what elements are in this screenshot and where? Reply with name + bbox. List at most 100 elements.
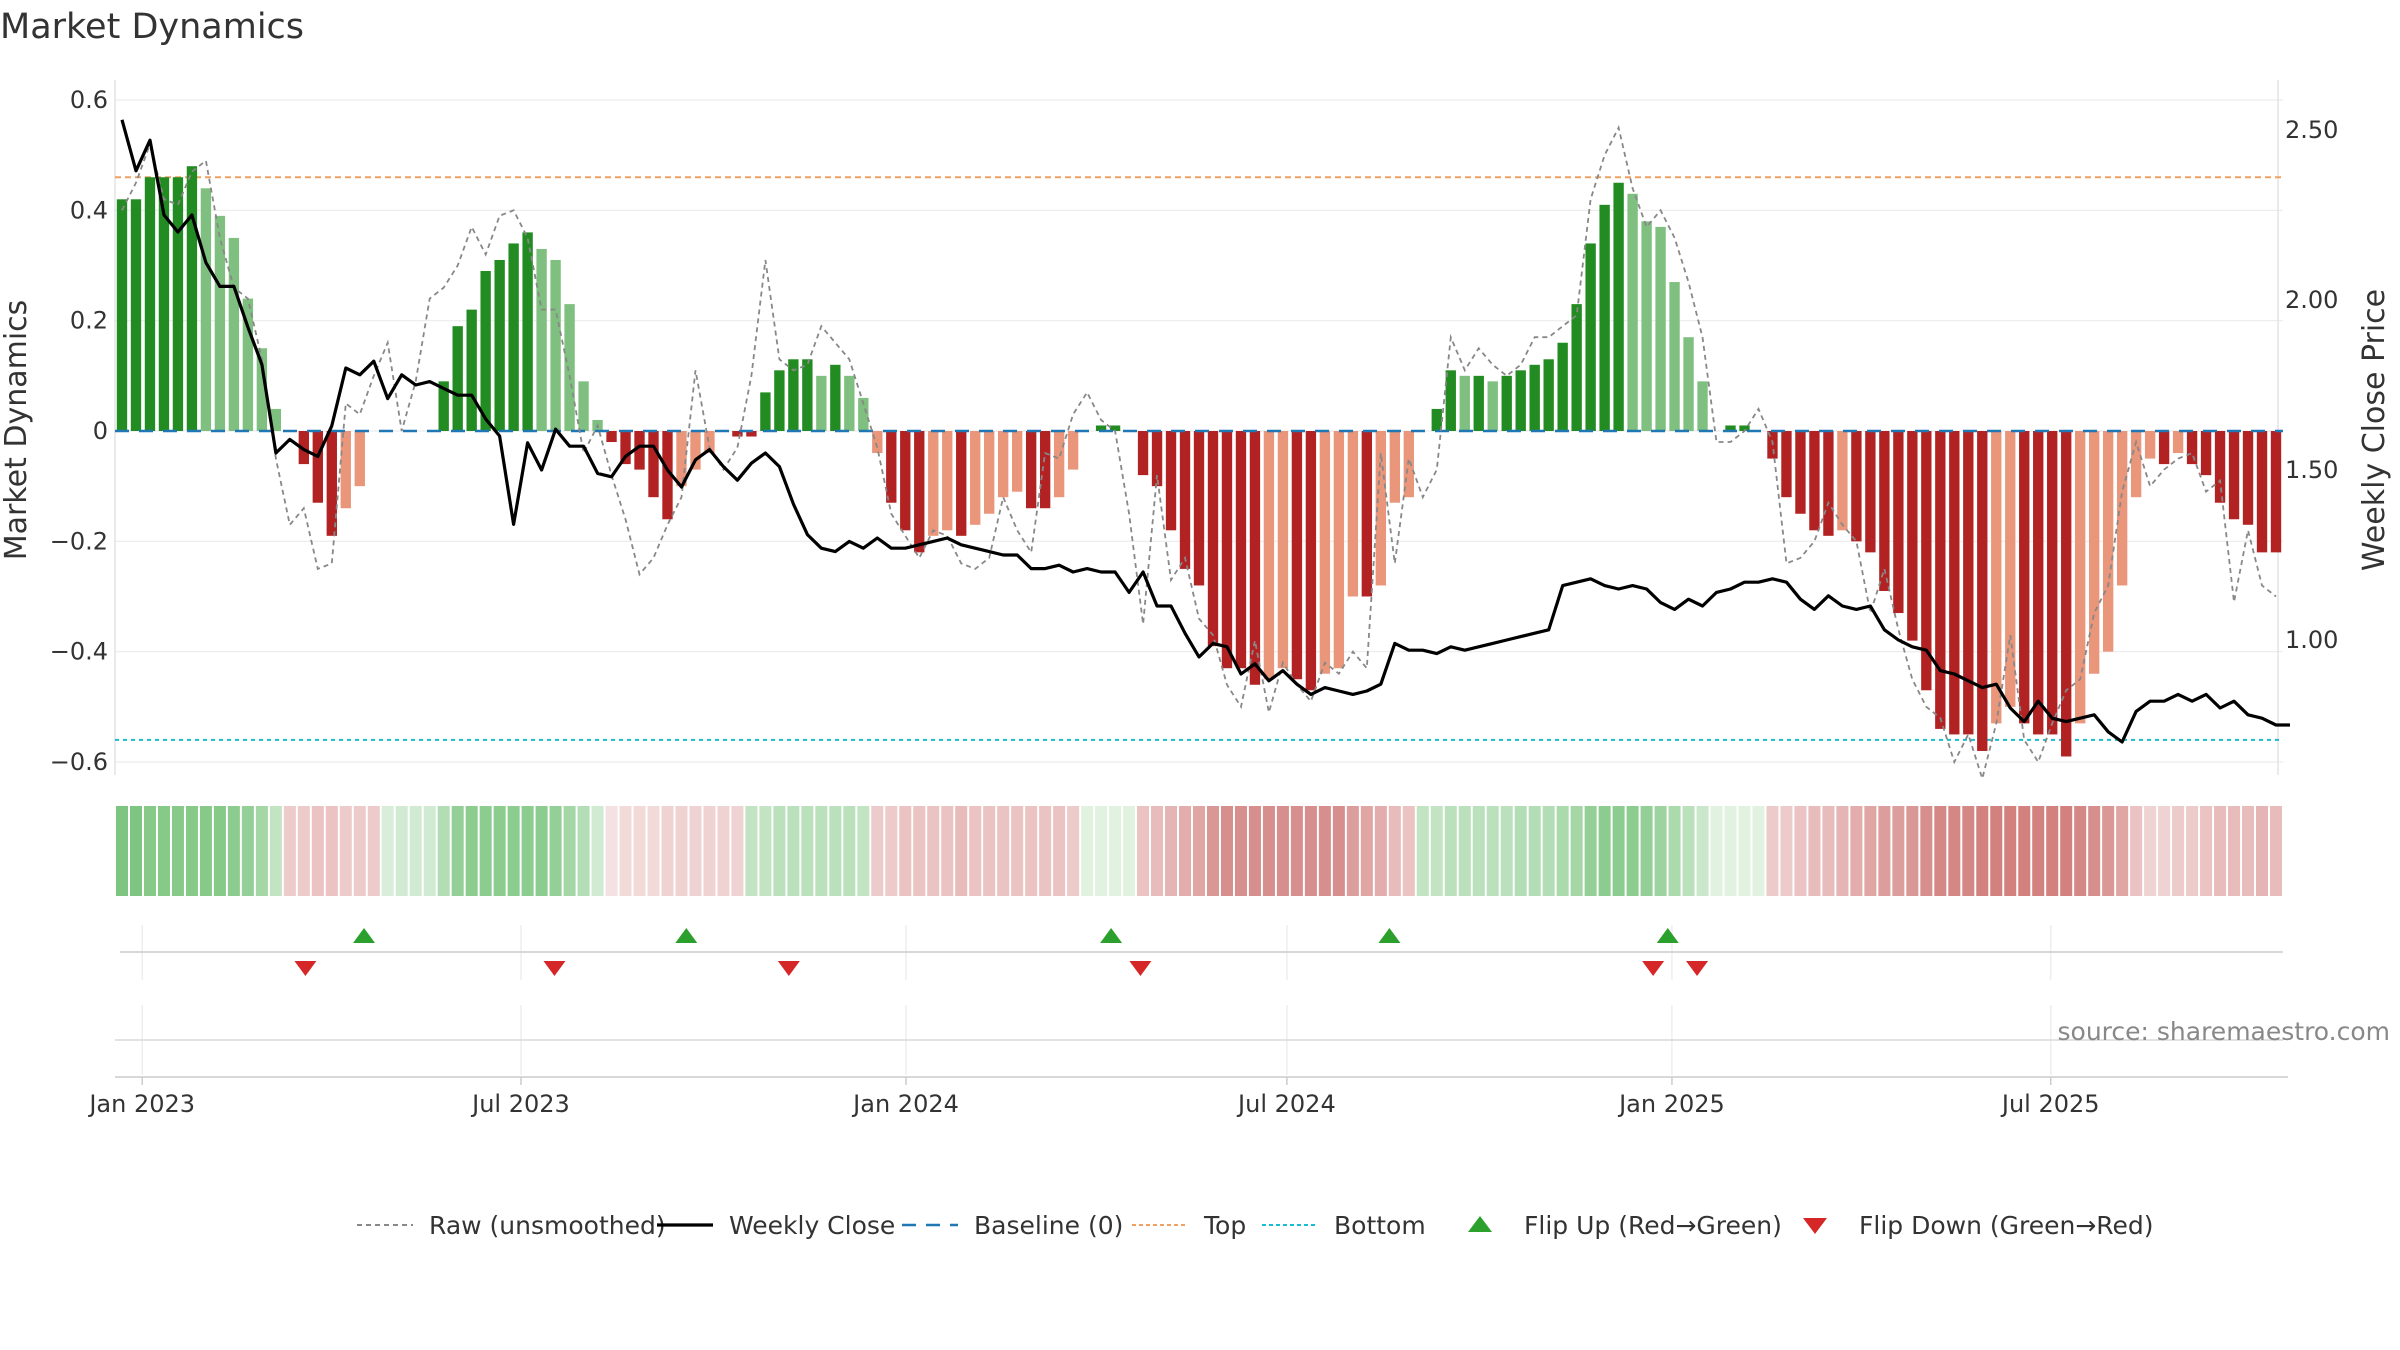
- dynamics-bar: [1921, 431, 1932, 691]
- strip-cell: [381, 806, 394, 896]
- dynamics-bar: [1263, 431, 1275, 680]
- strip-cell: [1584, 806, 1597, 896]
- dynamics-bar: [676, 431, 687, 487]
- left-tick-label: 0.6: [70, 86, 108, 114]
- regime-strip: [115, 806, 2283, 896]
- dynamics-bar: [606, 431, 617, 443]
- strip-cell: [1934, 806, 1947, 896]
- strip-cell: [1668, 806, 1681, 896]
- legend-label: Flip Up (Red→Green): [1524, 1211, 1782, 1240]
- dynamics-bar: [270, 408, 282, 431]
- dynamics-bar: [1725, 425, 1736, 431]
- dynamics-bar: [1025, 431, 1037, 509]
- strip-cell: [1123, 806, 1136, 896]
- dynamics-bar: [1683, 337, 1694, 431]
- dynamics-bar: [788, 359, 799, 431]
- strip-cell: [1332, 806, 1345, 896]
- strip-cell: [801, 806, 814, 896]
- dynamics-bar: [172, 177, 184, 431]
- dynamics-bar: [1249, 431, 1261, 685]
- strip-cell: [647, 806, 660, 896]
- strip-cell: [1654, 806, 1667, 896]
- strip-cell: [395, 806, 408, 896]
- strip-cell: [1053, 806, 1066, 896]
- strip-cell: [2158, 806, 2171, 896]
- strip-cell: [1011, 806, 1024, 896]
- strip-cell: [605, 806, 618, 896]
- strip-cell: [2102, 806, 2115, 896]
- dynamics-bar: [1375, 431, 1387, 586]
- dynamics-bar: [452, 326, 463, 431]
- strip-cell: [1095, 806, 1108, 896]
- strip-cell: [1710, 806, 1723, 896]
- dynamics-bar: [1039, 431, 1051, 509]
- legend-label: Flip Down (Green→Red): [1859, 1211, 2154, 1240]
- dynamics-bar: [1109, 425, 1121, 431]
- strip-cell: [1682, 806, 1695, 896]
- dynamics-bar: [1697, 381, 1708, 431]
- strip-cell: [1304, 806, 1317, 896]
- flip-up-marker: [1378, 928, 1401, 943]
- strip-cell: [2046, 806, 2059, 896]
- dynamics-bar: [2200, 431, 2212, 476]
- strip-cell: [1178, 806, 1192, 896]
- flip-up-marker: [1100, 928, 1123, 943]
- strip-cell: [255, 806, 268, 896]
- strip-cell: [1598, 806, 1611, 896]
- dynamics-bar: [746, 431, 757, 437]
- strip-cell: [927, 806, 940, 896]
- flip-down-marker: [294, 961, 317, 976]
- dynamics-bar: [1795, 431, 1806, 514]
- strip-cell: [1962, 806, 1975, 896]
- dynamics-bar: [1977, 431, 1988, 751]
- dynamics-bar: [536, 248, 547, 431]
- dynamics-bar: [634, 431, 645, 470]
- strip-cell: [1724, 806, 1737, 896]
- x-tick-label: Jul 2024: [1236, 1090, 1336, 1118]
- dynamics-bar: [1515, 370, 1526, 431]
- dynamics-bar: [1319, 431, 1331, 674]
- strip-cell: [1836, 806, 1849, 896]
- strip-cell: [1948, 806, 1961, 896]
- strip-cell: [493, 806, 506, 896]
- strip-cell: [1137, 806, 1150, 896]
- legend-label: Baseline (0): [974, 1211, 1123, 1240]
- strip-cell: [1318, 806, 1331, 896]
- dynamics-bar: [2116, 431, 2128, 586]
- dynamics-bar: [970, 431, 981, 525]
- dynamics-bar: [956, 431, 967, 536]
- dynamics-bar: [1557, 342, 1568, 431]
- dynamics-bar: [620, 431, 631, 465]
- strip-cell: [1360, 806, 1373, 896]
- raw-series: [121, 124, 2277, 782]
- dynamics-bar: [1305, 431, 1317, 691]
- strip-cell: [829, 806, 842, 896]
- dynamics-bar: [2088, 431, 2100, 674]
- dynamics-bar: [242, 298, 254, 431]
- chart-title: Market Dynamics: [0, 7, 304, 47]
- strip-cell: [1850, 806, 1863, 896]
- dynamics-bar: [928, 431, 939, 536]
- left-tick-label: −0.4: [50, 638, 108, 666]
- strip-cell: [1500, 806, 1513, 896]
- strip-cell: [703, 806, 716, 896]
- dynamics-bar: [872, 431, 883, 454]
- dynamics-bar: [2102, 431, 2114, 652]
- strip-cell: [115, 806, 129, 896]
- dynamics-bar: [2047, 431, 2058, 735]
- right-tick-label: 2.50: [2285, 116, 2338, 144]
- strip-cell: [479, 806, 492, 896]
- strip-cell: [1528, 806, 1541, 896]
- right-axis-ticks: 2.50 2.00 1.50 1.00: [2285, 116, 2338, 654]
- strip-cell: [731, 806, 744, 896]
- dynamics-bar: [1865, 431, 1876, 553]
- dynamics-bar: [830, 364, 841, 431]
- left-tick-label: −0.6: [50, 748, 108, 776]
- strip-cell: [143, 806, 156, 896]
- strip-cell: [941, 806, 954, 896]
- strip-cell: [1290, 806, 1303, 896]
- strip-cell: [675, 806, 688, 896]
- strip-cell: [983, 806, 996, 896]
- dynamics-bar: [438, 381, 449, 431]
